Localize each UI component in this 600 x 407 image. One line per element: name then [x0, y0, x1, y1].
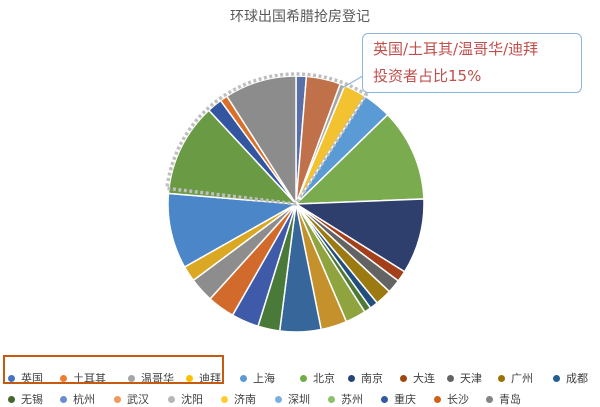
legend-label: 长沙 — [447, 393, 469, 406]
legend-item-上海: 上海 — [240, 370, 275, 386]
legend-marker — [168, 395, 175, 403]
legend-label: 英国 — [21, 372, 43, 385]
legend-item-重庆: 重庆 — [381, 391, 416, 407]
highlight-group-outline — [164, 72, 369, 206]
legend-item-长沙: 长沙 — [434, 391, 469, 407]
legend-item-北京: 北京 — [300, 370, 335, 386]
chart-title: 环球出国希腊抢房登记 — [230, 9, 370, 25]
legend-marker — [221, 395, 228, 403]
legend-marker — [114, 395, 121, 403]
legend-marker — [128, 374, 135, 382]
legend-label: 杭州 — [73, 393, 95, 406]
legend-marker — [447, 374, 454, 382]
legend-label: 北京 — [313, 372, 335, 385]
chart-legend: 英国 土耳其 温哥华 迪拜 上海 北京 南京 大连 天津 广州 成都无锡 杭州 武汉 沈阳 济南 深圳 苏州 重庆… — [0, 362, 600, 407]
legend-marker — [486, 395, 493, 403]
legend-item-迪拜: 迪拜 — [186, 370, 221, 386]
legend-label: 重庆 — [394, 393, 416, 406]
pie-slice-青岛 — [167, 192, 299, 269]
legend-item-天津: 天津 — [447, 370, 482, 386]
legend-item-青岛: 青岛 — [486, 391, 521, 407]
legend-marker — [300, 374, 307, 382]
legend-label: 广州 — [511, 372, 533, 385]
legend-item-无锡: 无锡 — [8, 391, 43, 407]
legend-item-武汉: 武汉 — [114, 391, 149, 407]
legend-marker — [328, 395, 335, 403]
legend-label: 无锡 — [21, 393, 43, 406]
legend-item-土耳其: 土耳其 — [60, 370, 106, 386]
legend-marker — [60, 374, 67, 382]
legend-marker — [348, 374, 355, 382]
legend-marker — [60, 395, 67, 403]
legend-item-大连: 大连 — [400, 370, 435, 386]
legend-marker — [400, 374, 407, 382]
legend-marker — [381, 395, 388, 403]
legend-label: 青岛 — [499, 393, 521, 406]
legend-item-英国: 英国 — [8, 370, 43, 386]
legend-marker — [498, 374, 505, 382]
legend-label: 上海 — [253, 372, 275, 385]
pie-slice-北京 — [294, 113, 425, 205]
legend-label: 深圳 — [288, 393, 310, 406]
annotation-line-2: 投资者占比15% — [373, 67, 482, 85]
legend-item-沈阳: 沈阳 — [168, 391, 203, 407]
legend-item-济南: 济南 — [221, 391, 256, 407]
legend-label: 天津 — [460, 372, 482, 385]
legend-item-杭州: 杭州 — [60, 391, 95, 407]
legend-label: 土耳其 — [73, 372, 106, 385]
legend-marker — [434, 395, 441, 403]
legend-label: 南京 — [361, 372, 383, 385]
legend-marker — [186, 374, 193, 382]
legend-marker — [8, 374, 15, 382]
legend-item-成都: 成都 — [553, 370, 588, 386]
legend-label: 济南 — [234, 393, 256, 406]
legend-label: 沈阳 — [181, 393, 203, 406]
pie-slices — [167, 75, 425, 333]
legend-marker — [553, 374, 560, 382]
legend-item-温哥华: 温哥华 — [128, 370, 174, 386]
legend-label: 大连 — [413, 372, 435, 385]
legend-label: 武汉 — [127, 393, 149, 406]
pie-slice-unlabeled-24 — [225, 75, 297, 207]
legend-label: 成都 — [566, 372, 588, 385]
legend-marker — [8, 395, 15, 403]
legend-item-苏州: 苏州 — [328, 391, 363, 407]
legend-item-深圳: 深圳 — [275, 391, 310, 407]
legend-label: 温哥华 — [141, 372, 174, 385]
annotation-line-1: 英国/土耳其/温哥华/迪拜 — [373, 40, 539, 58]
legend-item-南京: 南京 — [348, 370, 383, 386]
annotation-callout: 英国/土耳其/温哥华/迪拜 投资者占比15% — [362, 33, 582, 93]
legend-highlight-box — [3, 355, 224, 384]
legend-label: 苏州 — [341, 393, 363, 406]
legend-marker — [275, 395, 282, 403]
pie-slice-南京 — [293, 198, 425, 273]
legend-label: 迪拜 — [199, 372, 221, 385]
legend-marker — [240, 374, 247, 382]
legend-item-广州: 广州 — [498, 370, 533, 386]
